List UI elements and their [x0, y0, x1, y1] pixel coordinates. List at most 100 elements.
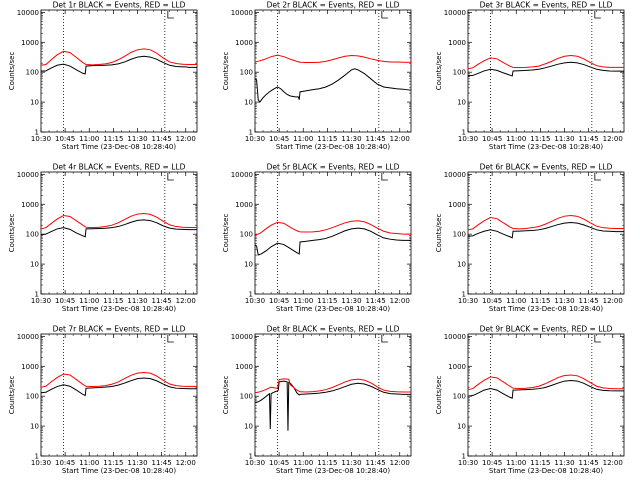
- plot-frame: [40, 9, 198, 133]
- plot-frame: [467, 333, 625, 457]
- events-series-line: [254, 380, 411, 431]
- detector-panel-1: Det 1r BLACK = Events, RED = LLD 1 10 100 10…: [8, 1, 198, 151]
- plot-frame: [467, 171, 625, 295]
- events-series-line: [254, 68, 412, 103]
- y-tick-label: 100: [453, 393, 466, 401]
- x-tick-label: 11:30: [127, 297, 147, 305]
- x-tick-label: 11:45: [579, 459, 599, 467]
- x-tick-label: 11:00: [79, 135, 99, 143]
- x-tick-label: 12:00: [176, 459, 196, 467]
- x-tick-label: 10:30: [458, 459, 478, 467]
- y-tick-label: 10000: [444, 333, 466, 341]
- y-tick-label: 10000: [231, 171, 253, 179]
- lld-series-line: [254, 378, 411, 394]
- y-axis-label: Counts/sec: [222, 214, 230, 253]
- x-tick-label: 11:15: [530, 135, 550, 143]
- x-tick-label: 11:15: [103, 459, 123, 467]
- x-tick-label: 10:45: [482, 297, 502, 305]
- x-tick-label: 11:45: [152, 135, 172, 143]
- x-tick-label: 12:00: [176, 297, 196, 305]
- y-tick-label: 10: [244, 99, 253, 107]
- x-tick-label: 11:15: [317, 459, 337, 467]
- interval-bracket: [594, 173, 601, 181]
- interval-bracket: [381, 11, 388, 19]
- x-tick-label: 10:45: [55, 459, 75, 467]
- x-axis-label: Start Time (23-Dec-08 10:28:40): [276, 305, 390, 313]
- y-tick-label: 1: [462, 291, 466, 299]
- x-tick-label: 10:30: [458, 135, 478, 143]
- events-series-line: [41, 55, 197, 75]
- y-tick-label: 1: [462, 129, 466, 137]
- x-tick-label: 11:00: [79, 297, 99, 305]
- panel-title: Det 6r BLACK = Events, RED = LLD: [480, 163, 613, 172]
- lld-series-line: [467, 55, 624, 70]
- plot-frame: [40, 171, 198, 295]
- y-tick-label: 100: [240, 393, 253, 401]
- detector-panel-9: Det 9r BLACK = Events, RED = LLD 1 10 100 10…: [435, 325, 625, 475]
- events-series-line: [467, 222, 624, 239]
- y-axis-label: Counts/sec: [435, 52, 443, 91]
- y-tick-label: 100: [240, 231, 253, 239]
- x-tick-label: 11:30: [127, 135, 147, 143]
- x-tick-label: 11:30: [554, 297, 574, 305]
- lld-series-line: [467, 215, 624, 231]
- x-tick-label: 10:30: [458, 297, 478, 305]
- y-axis-label: Counts/sec: [435, 376, 443, 415]
- y-tick-label: 10: [244, 423, 253, 431]
- x-tick-label: 10:45: [269, 459, 289, 467]
- x-tick-label: 10:30: [31, 459, 51, 467]
- y-tick-label: 1: [249, 291, 253, 299]
- events-series-line: [467, 61, 624, 77]
- x-tick-label: 11:00: [293, 459, 313, 467]
- x-tick-label: 11:15: [530, 297, 550, 305]
- x-tick-label: 11:15: [103, 135, 123, 143]
- x-tick-label: 10:30: [245, 459, 265, 467]
- y-axis-label: Counts/sec: [222, 376, 230, 415]
- x-tick-label: 11:00: [79, 459, 99, 467]
- events-series-line: [467, 379, 624, 399]
- x-tick-label: 10:45: [482, 135, 502, 143]
- y-tick-label: 1000: [448, 39, 466, 47]
- panel-title: Det 3r BLACK = Events, RED = LLD: [480, 1, 613, 10]
- detector-panel-3: Det 3r BLACK = Events, RED = LLD 1 10 100 10…: [435, 1, 625, 151]
- x-tick-label: 11:45: [152, 297, 172, 305]
- y-tick-label: 1000: [448, 363, 466, 371]
- y-tick-label: 1: [35, 453, 39, 461]
- y-tick-label: 1000: [21, 363, 39, 371]
- y-axis-label: Counts/sec: [435, 214, 443, 253]
- detector-panel-5: Det 5r BLACK = Events, RED = LLD 1 10 100 10…: [222, 163, 412, 313]
- plot-frame: [254, 333, 412, 457]
- x-tick-label: 11:00: [506, 135, 526, 143]
- x-axis-label: Start Time (23-Dec-08 10:28:40): [62, 467, 176, 475]
- x-tick-label: 11:45: [366, 297, 386, 305]
- x-tick-label: 12:00: [390, 297, 410, 305]
- panel-title: Det 1r BLACK = Events, RED = LLD: [53, 1, 186, 10]
- y-tick-label: 1000: [235, 201, 253, 209]
- y-tick-label: 1000: [21, 201, 39, 209]
- lld-series-line: [254, 220, 411, 236]
- x-tick-label: 11:15: [530, 459, 550, 467]
- y-tick-label: 1: [35, 129, 39, 137]
- y-tick-label: 10000: [17, 9, 39, 17]
- y-axis-label: Counts/sec: [8, 376, 16, 415]
- lld-series-line: [40, 371, 197, 388]
- plot-frame: [254, 9, 412, 133]
- x-tick-label: 12:00: [176, 135, 196, 143]
- y-tick-label: 100: [26, 231, 39, 239]
- detector-panel-7: Det 7r BLACK = Events, RED = LLD 1 10 100 10…: [8, 325, 198, 475]
- x-tick-label: 11:45: [579, 297, 599, 305]
- x-tick-label: 11:00: [506, 297, 526, 305]
- y-tick-label: 1: [249, 129, 253, 137]
- y-tick-label: 1000: [235, 363, 253, 371]
- y-tick-label: 1000: [448, 201, 466, 209]
- x-axis-label: Start Time (23-Dec-08 10:28:40): [489, 143, 603, 151]
- y-tick-label: 1: [249, 453, 253, 461]
- detector-panel-2: Det 2r BLACK = Events, RED = LLD 1 10 100 10…: [222, 1, 412, 151]
- detector-panel-8: Det 8r BLACK = Events, RED = LLD 1 10 100 10…: [222, 325, 412, 475]
- x-tick-label: 11:15: [317, 135, 337, 143]
- x-tick-label: 11:00: [506, 459, 526, 467]
- lld-series-line: [40, 48, 197, 66]
- interval-bracket: [594, 335, 601, 343]
